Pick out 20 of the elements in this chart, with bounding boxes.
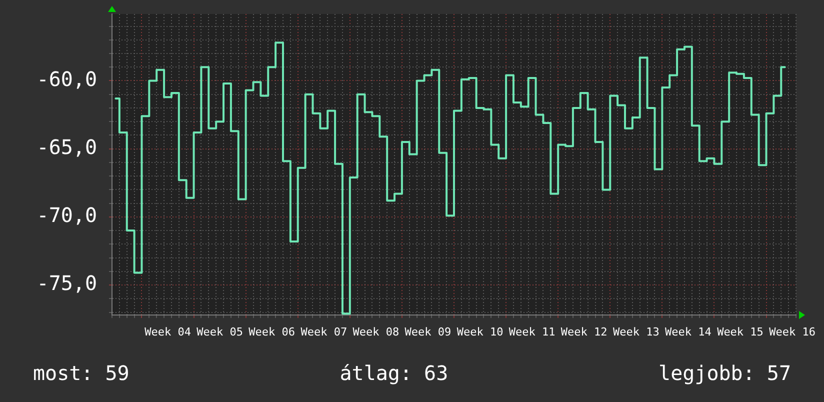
text: legjobb: 57 (658, 361, 791, 386)
x-tick-label: Week 07 (300, 325, 348, 338)
x-tick-label: Week 13 (612, 325, 660, 338)
x-tick-label: Week 10 (456, 325, 504, 338)
y-tick-label: -60,0 (36, 66, 97, 91)
x-tick-label: Week 04 (144, 325, 192, 338)
x-tick-label: Week 16 (769, 325, 816, 338)
x-tick-label: Week 12 (560, 325, 608, 338)
x-tick-label: Week 15 (717, 325, 764, 338)
text: most: 59 (33, 361, 130, 386)
x-tick-label: Week 09 (404, 325, 452, 338)
x-tick-label: Week 11 (508, 325, 556, 338)
y-tick-label: -75,0 (36, 271, 97, 296)
x-tick-label: Week 05 (196, 325, 243, 338)
x-tick-label: Week 06 (248, 325, 296, 338)
y-tick-label: -70,0 (36, 203, 97, 228)
y-tick-label: -65,0 (36, 135, 97, 160)
x-tick-label: Week 08 (352, 325, 400, 338)
x-tick-label: Week 14 (665, 325, 712, 338)
text: átlag: 63 (340, 361, 448, 386)
